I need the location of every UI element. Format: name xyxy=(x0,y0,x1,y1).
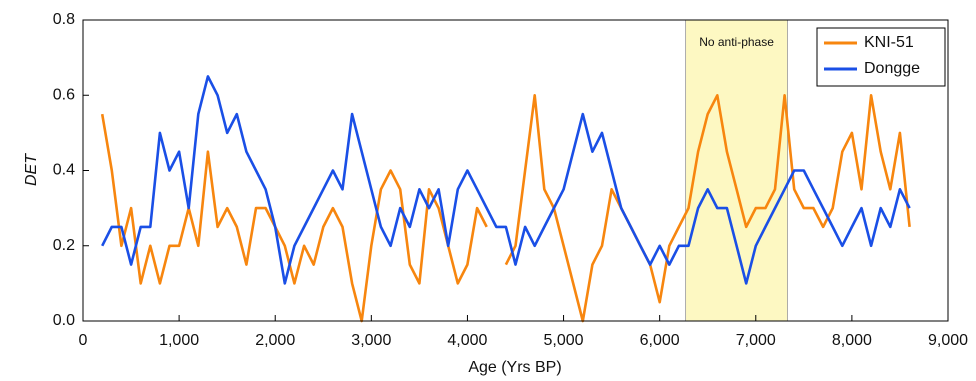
x-tick-label: 6,000 xyxy=(640,332,680,349)
x-tick-label: 4,000 xyxy=(447,332,487,349)
y-tick-label: 0.6 xyxy=(53,86,75,103)
x-axis-label: Age (Yrs BP) xyxy=(468,359,561,376)
x-tick-label: 7,000 xyxy=(736,332,776,349)
legend-box xyxy=(816,27,946,87)
legend-label: KNI-51 xyxy=(864,34,914,51)
x-tick-label: 3,000 xyxy=(351,332,391,349)
plot-frame xyxy=(82,19,949,322)
y-axis-label: DET xyxy=(23,153,40,186)
legend-label: Dongge xyxy=(864,60,920,77)
y-tick-label: 0.2 xyxy=(53,237,75,254)
y-tick-label: 0.0 xyxy=(53,312,75,329)
highlight-band xyxy=(685,19,788,322)
x-tick-label: 8,000 xyxy=(832,332,872,349)
x-tick-label: 2,000 xyxy=(255,332,295,349)
x-tick-label: 9,000 xyxy=(928,332,968,349)
band-label: No anti-phase xyxy=(699,35,774,49)
x-tick-label: 5,000 xyxy=(544,332,584,349)
line-series xyxy=(100,94,911,323)
y-tick-label: 0.4 xyxy=(53,162,75,179)
line-series xyxy=(101,75,911,285)
x-tick-label: 1,000 xyxy=(159,332,199,349)
y-tick-label: 0.8 xyxy=(53,11,75,28)
x-tick-label: 0 xyxy=(79,332,88,349)
legend: KNI-51 Dongge xyxy=(816,27,946,87)
